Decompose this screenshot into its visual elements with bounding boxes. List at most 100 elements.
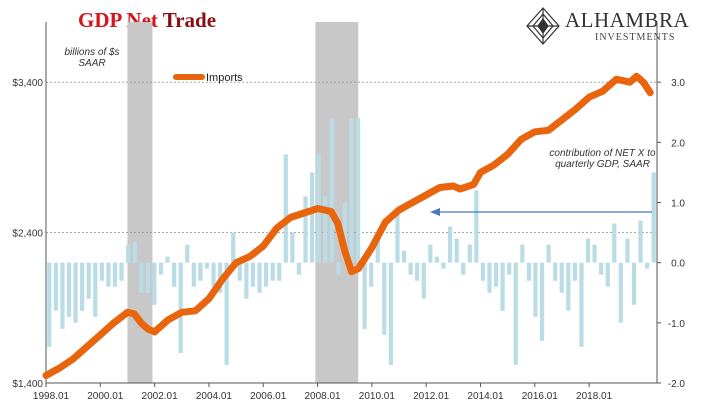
right-tick-label: -2.0: [668, 379, 686, 390]
netx-bar: [204, 262, 210, 269]
netx-bar: [132, 241, 137, 263]
netx-bar: [198, 262, 203, 281]
netx-bar: [631, 262, 637, 305]
netx-bar: [645, 262, 650, 269]
x-tick-label: 2012.01: [413, 391, 450, 402]
netx-bar: [191, 262, 196, 287]
netx-bar: [533, 262, 538, 317]
netx-bar: [493, 262, 499, 287]
right-tick-label: 0.0: [671, 259, 685, 270]
netx-bar: [421, 262, 426, 299]
left-axis-note-line1: billions of $s: [64, 47, 120, 58]
netx-bar: [618, 262, 623, 323]
netx-bar: [401, 250, 407, 263]
left-tick-label: $3,400: [12, 78, 43, 89]
netx-bar: [250, 262, 256, 287]
netx-bar: [480, 262, 486, 281]
netx-bar: [119, 262, 124, 281]
right-axis-note-line1: contribution of NET X to: [549, 148, 656, 159]
netx-bar: [296, 262, 302, 275]
x-tick-label: 2006.01: [250, 391, 287, 402]
netx-bar: [329, 118, 334, 263]
left-axis-note: billions of $s SAAR: [52, 47, 132, 69]
netx-bar: [566, 262, 571, 311]
netx-bar: [612, 223, 617, 263]
x-tick-label: 2000.01: [87, 391, 124, 402]
netx-bar: [60, 262, 65, 329]
alhambra-diamond-icon: [526, 7, 560, 45]
netx-bar: [447, 226, 453, 263]
netx-bar: [461, 262, 466, 275]
netx-bar: [625, 238, 630, 263]
netx-bar: [415, 262, 420, 281]
netx-bar: [605, 262, 610, 287]
right-tick-label: 1.0: [671, 199, 685, 210]
netx-bar: [546, 244, 551, 263]
netx-bar: [165, 256, 170, 263]
netx-bar: [513, 262, 518, 365]
netx-bar: [93, 262, 98, 317]
right-axis-note-line2: quarterly GDP, SAAR: [555, 159, 650, 170]
netx-bar: [487, 262, 492, 293]
netx-bar: [139, 262, 144, 293]
netx-bar: [507, 262, 512, 275]
netx-bar: [408, 262, 413, 275]
netx-bar: [526, 262, 531, 281]
netx-bar: [349, 118, 354, 263]
alhambra-logo: ALHAMBRA INVESTMENTS: [525, 6, 700, 46]
netx-bar: [638, 220, 643, 263]
netx-bar: [342, 202, 348, 263]
netx-bar: [651, 172, 656, 263]
netx-bar: [369, 262, 374, 287]
netx-bar: [53, 262, 58, 311]
netx-bar: [303, 196, 308, 263]
netx-bar: [290, 232, 295, 263]
x-tick-label: 2014.01: [467, 391, 504, 402]
x-tick-label: 2002.01: [142, 391, 179, 402]
netx-bar: [362, 262, 367, 329]
imports-line: [42, 72, 654, 379]
netx-bar: [579, 262, 584, 347]
chart-title-part2: Trade: [162, 8, 217, 32]
netx-bar: [375, 232, 380, 263]
netx-bar: [592, 244, 597, 263]
netx-bar: [145, 262, 150, 293]
logo-tagline: INVESTMENTS: [595, 32, 676, 43]
netx-bar: [309, 172, 315, 263]
left-tick-label: $2,400: [12, 229, 43, 240]
netx-bar: [454, 238, 459, 263]
logo-wordmark: ALHAMBRA: [565, 8, 690, 32]
netx-bar: [388, 262, 394, 365]
right-tick-label: 3.0: [671, 78, 685, 89]
legend-imports-label: Imports: [206, 72, 243, 84]
netx-bar: [47, 262, 52, 347]
left-tick-label: $1,400: [12, 379, 43, 390]
netx-bar: [441, 262, 446, 269]
netx-bar: [395, 208, 400, 263]
netx-bar: [553, 262, 558, 281]
netx-bar: [211, 262, 216, 287]
netx-bar: [382, 262, 387, 335]
netx-bar: [263, 262, 269, 287]
netx-bar: [270, 262, 275, 281]
netx-bar: [172, 262, 177, 287]
netx-bar: [73, 262, 78, 323]
netx-bar: [178, 262, 183, 353]
x-tick-label: 1998.01: [33, 391, 70, 402]
axis-arrow-head: [430, 208, 440, 216]
netx-bar: [520, 244, 525, 263]
netx-bar: [257, 262, 262, 293]
netx-bar: [434, 256, 440, 263]
netx-bar: [231, 232, 236, 263]
netx-bar: [474, 190, 479, 263]
netx-bar: [283, 154, 288, 263]
netx-bar: [158, 262, 164, 275]
x-tick-label: 2010.01: [359, 391, 396, 402]
right-axis-note: contribution of NET X to quarterly GDP, …: [535, 148, 670, 170]
right-tick-label: -1.0: [668, 319, 686, 330]
netx-bar: [585, 238, 591, 263]
netx-bar: [336, 262, 341, 275]
netx-bar: [428, 244, 433, 263]
